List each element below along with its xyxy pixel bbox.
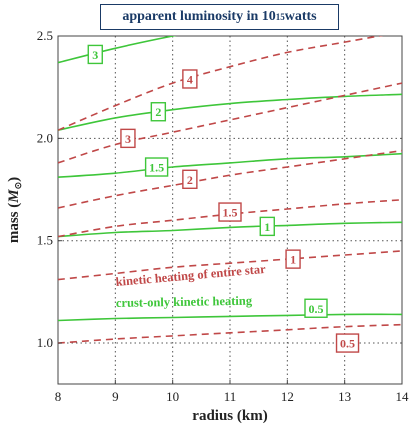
curve-label-text: 0.5 (340, 337, 355, 351)
curve-label-crust-only-3: 3 (87, 44, 103, 65)
curve-label-box (218, 202, 242, 222)
curve-label-text: 1.5 (223, 206, 238, 220)
curve-label-box (182, 169, 198, 189)
chart-title-exponent: 15 (275, 12, 285, 22)
curve-label-crust-only-1.5: 1.5 (144, 157, 169, 177)
series-line-entire-star-1 (58, 250, 402, 281)
chart-title-main: apparent luminosity in 10 (122, 9, 276, 24)
curve-label-crust-only-1: 1 (259, 216, 275, 237)
curve-label-entire-star-1: 1 (285, 249, 301, 269)
curve-label-text: 1 (290, 253, 296, 267)
x-tick-label-12: 12 (281, 389, 294, 404)
x-tick-label-8: 8 (55, 389, 62, 404)
y-axis-label-post: ) (6, 177, 22, 182)
curve-label-text: 3 (125, 132, 131, 146)
curve-label-entire-star-3: 3 (120, 128, 136, 149)
curve-label-box (259, 216, 275, 237)
y-tick-label-2.5: 2.5 (37, 28, 53, 43)
curve-label-entire-star-2: 2 (182, 169, 198, 189)
curve-label-crust-only-2: 2 (150, 102, 167, 122)
series-line-crust-only-1.5 (58, 152, 402, 178)
curve-label-box (144, 157, 169, 177)
curve-label-text: 4 (187, 72, 193, 86)
curve-label-box (120, 128, 136, 149)
chart-title: apparent luminosity in 10 15 watts (100, 4, 339, 30)
curve-label-text: 0.5 (309, 302, 324, 316)
curve-label-text: 1 (264, 220, 270, 234)
series-line-entire-star-4 (58, 36, 384, 131)
curve-label-text: 3 (92, 48, 98, 62)
series-layer (58, 36, 402, 344)
x-tick-label-13: 13 (338, 389, 351, 404)
annotation-crust-only: crust-only kinetic heating (116, 294, 253, 310)
series-line-crust-only-3 (58, 36, 177, 64)
y-axis-label-symbol: M (6, 189, 22, 204)
grid (58, 36, 402, 384)
series-line-entire-star-3 (58, 82, 402, 164)
y-tick-label-2.0: 2.0 (37, 130, 53, 145)
y-axis-label: mass (M⊙) (6, 177, 23, 243)
series-line-crust-only-2 (58, 93, 402, 131)
series-line-crust-only-1 (58, 221, 402, 238)
curve-label-entire-star-0.5: 0.5 (335, 333, 360, 353)
curve-label-box (87, 44, 103, 65)
y-tick-label-1.5: 1.5 (37, 233, 53, 248)
curve-label-crust-only-0.5: 0.5 (304, 298, 328, 318)
curve-label-text: 2 (187, 173, 193, 187)
series-line-entire-star-2 (58, 149, 402, 209)
x-tick-label-11: 11 (224, 389, 237, 404)
curve-label-box (150, 102, 167, 122)
curve-label-box (285, 249, 301, 269)
x-axis-label: radius (km) (192, 408, 267, 424)
x-tick-label-14: 14 (396, 389, 410, 404)
sun-symbol-icon: ⊙ (13, 182, 23, 190)
x-tick-label-9: 9 (112, 389, 119, 404)
series-line-crust-only-0.5 (58, 313, 402, 322)
chart-title-unit: watts (284, 9, 317, 24)
series-line-entire-star-0.5 (58, 323, 402, 344)
curve-labels: 3 2 1.5 1 0.5 4 3 2 1.5 1 0.5 (87, 44, 360, 353)
curve-label-entire-star-1.5: 1.5 (218, 202, 242, 222)
x-tick-label-10: 10 (166, 389, 179, 404)
curve-label-box (182, 69, 198, 89)
curve-label-entire-star-4: 4 (182, 69, 198, 89)
curve-label-text: 1.5 (149, 161, 164, 175)
curve-label-box (335, 333, 360, 353)
axis-ticks: 8 9 10 11 12 13 141.01.52.02.5 (37, 28, 409, 404)
y-tick-label-1.0: 1.0 (37, 335, 53, 350)
y-axis-label-pre: mass ( (6, 203, 22, 243)
curve-label-text: 2 (155, 105, 161, 119)
curve-label-box (304, 298, 328, 318)
